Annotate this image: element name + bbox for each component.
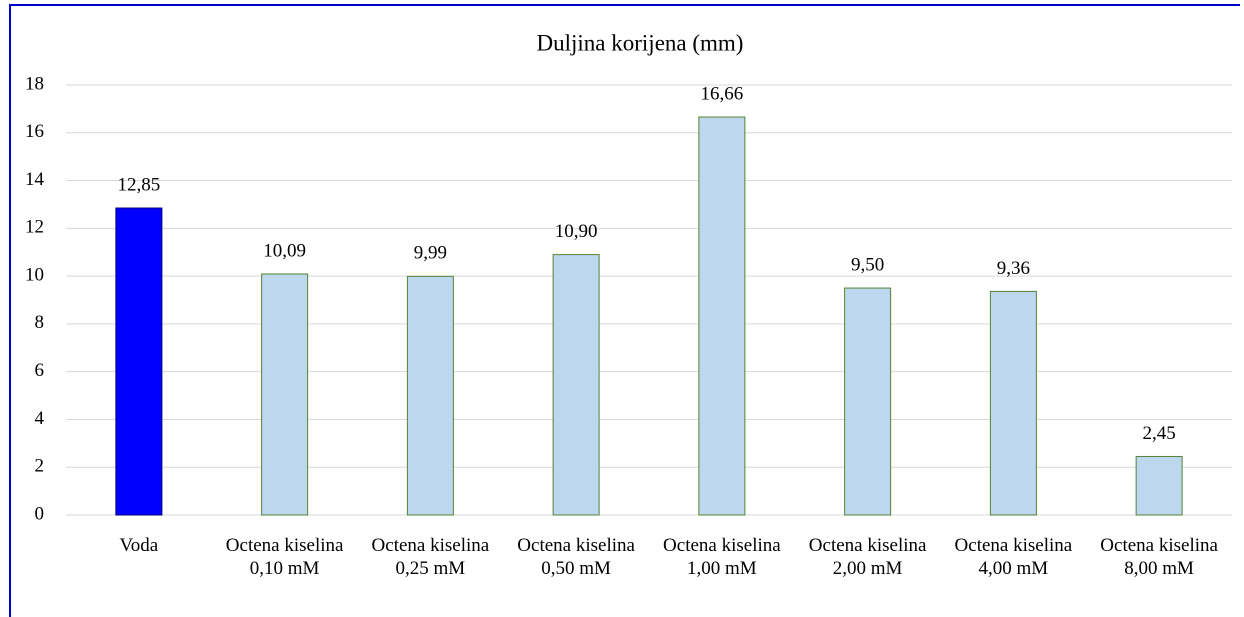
x-tick-label: Octena kiselina 0,50 mM bbox=[517, 535, 635, 579]
y-tick-label: 14 bbox=[25, 169, 45, 190]
bar bbox=[844, 287, 892, 516]
frame bbox=[9, 4, 1240, 617]
bar bbox=[406, 275, 454, 516]
x-tick-label: Voda bbox=[119, 535, 159, 556]
bar bbox=[1135, 455, 1183, 516]
data-label: 10,09 bbox=[263, 240, 306, 261]
x-tick-label: Octena kiselina 2,00 mM bbox=[808, 535, 927, 579]
data-label: 9,50 bbox=[851, 254, 884, 275]
y-tick-label: 12 bbox=[25, 217, 44, 238]
bar bbox=[989, 290, 1037, 516]
x-tick-label: Octena kiselina 1,00 mM bbox=[663, 535, 781, 579]
bar bbox=[552, 254, 600, 516]
y-tick-label: 10 bbox=[25, 264, 44, 285]
bar bbox=[261, 273, 309, 516]
y-tick-label: 0 bbox=[35, 503, 45, 524]
data-label: 9,36 bbox=[997, 258, 1030, 279]
y-tick-label: 6 bbox=[35, 360, 45, 381]
data-label: 12,85 bbox=[118, 174, 161, 195]
y-tick-label: 8 bbox=[35, 312, 45, 333]
chart-title: Duljina korijena (mm) bbox=[537, 30, 744, 55]
y-tick-label: 4 bbox=[35, 408, 45, 429]
y-tick-label: 16 bbox=[25, 121, 44, 142]
data-label: 2,45 bbox=[1143, 423, 1176, 444]
x-tick-label: Octena kiselina 8,00 mM bbox=[1100, 535, 1218, 579]
bar bbox=[698, 116, 746, 516]
data-label: 10,90 bbox=[555, 221, 598, 242]
y-tick-label: 18 bbox=[25, 73, 44, 94]
data-label: 16,66 bbox=[701, 83, 744, 104]
y-tick-label: 2 bbox=[35, 456, 45, 477]
x-tick-label: Octena kiselina 4,00 mM bbox=[954, 535, 1073, 579]
bar bbox=[115, 207, 163, 516]
x-tick-label: Octena kiselina 0,25 mM bbox=[371, 535, 490, 579]
data-label: 9,99 bbox=[414, 243, 447, 264]
x-tick-label: Octena kiselina 0,10 mM bbox=[225, 535, 344, 579]
